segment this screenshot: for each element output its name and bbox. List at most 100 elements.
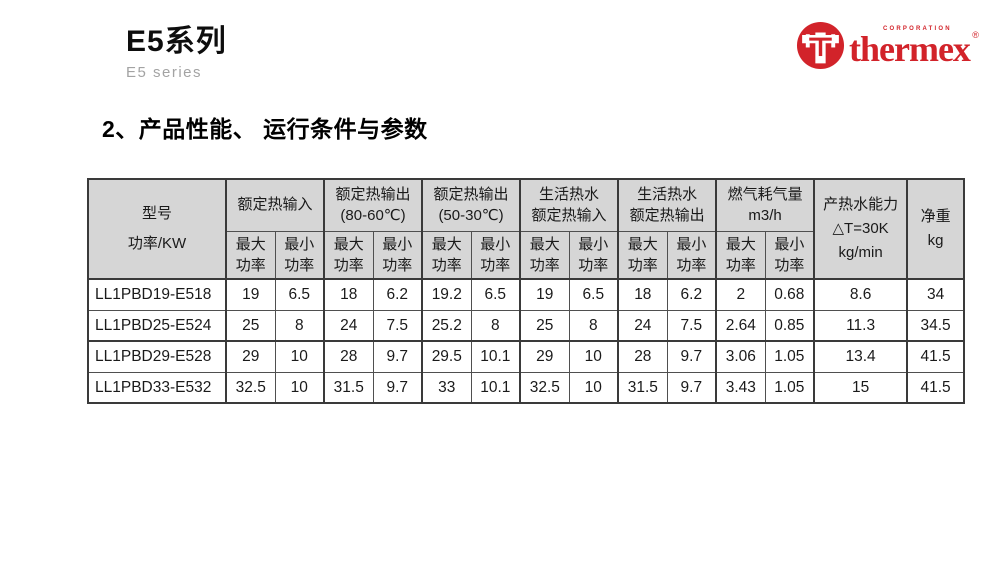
value-cell: 25 xyxy=(519,309,570,342)
model-cell: LL1PBD29-E528 xyxy=(87,340,227,373)
logo-brand-label: thermex xyxy=(849,29,971,70)
value-cell: 29.5 xyxy=(421,340,472,373)
value-cell: 3.06 xyxy=(715,340,766,373)
sub-header-min-power: 最小 功率 xyxy=(764,230,815,280)
value-cell: 31.5 xyxy=(617,371,668,404)
sub-header-max-power: 最大 功率 xyxy=(519,230,570,280)
value-cell: 33 xyxy=(421,371,472,404)
value-cell: 10 xyxy=(568,371,619,404)
table-row: LL1PBD29-E528 29 10 28 9.7 29.5 10.1 29 10 28 9.7 3… xyxy=(87,340,965,373)
value-cell: 1.05 xyxy=(764,340,815,373)
sub-header-max-power: 最大 功率 xyxy=(323,230,374,280)
value-cell: 10 xyxy=(274,371,325,404)
col-group-rated-heat-input: 额定热输入 xyxy=(224,178,325,232)
value-cell: 10 xyxy=(274,340,325,373)
logo-corporation-label: CORPORATION xyxy=(883,26,952,33)
value-cell: 8 xyxy=(568,309,619,342)
col-group-gas-consumption: 燃气耗气量 m3/h xyxy=(715,178,815,232)
model-cell: LL1PBD33-E532 xyxy=(87,371,227,404)
model-cell: LL1PBD25-E524 xyxy=(87,309,227,342)
value-cell: 6.2 xyxy=(666,278,717,311)
value-cell: 6.5 xyxy=(568,278,619,311)
table-header-sub-row: 最大 功率 最小 功率 最大 功率 最小 功率 最大 功率 最小 功率 最大 功… xyxy=(88,230,964,280)
page-subtitle: E5 series xyxy=(126,64,203,81)
table-row: LL1PBD19-E518 19 6.5 18 6.2 19.2 6.5 19 6.5 18 6.2… xyxy=(87,278,965,311)
sub-header-min-power: 最小 功率 xyxy=(568,230,619,280)
section-heading: 2、产品性能、 运行条件与参数 xyxy=(102,116,428,142)
value-cell: 19.2 xyxy=(421,278,472,311)
value-cell: 29 xyxy=(519,340,570,373)
value-cell: 1.05 xyxy=(764,371,815,404)
table-header-group-row: 型号 功率/KW 额定热输入 额定热输出 (80-60℃) 额定热输出 (50-… xyxy=(87,178,965,280)
sub-header-max-power: 最大 功率 xyxy=(421,230,472,280)
value-cell: 10.1 xyxy=(470,340,521,373)
value-cell: 28 xyxy=(323,340,374,373)
sub-header-max-power: 最大 功率 xyxy=(225,230,276,280)
value-cell: 18 xyxy=(617,278,668,311)
value-cell: 10.1 xyxy=(470,371,521,404)
logo-text: CORPORATION thermex ® xyxy=(849,24,979,70)
thermex-logo: CORPORATION thermex ® xyxy=(796,21,979,70)
value-cell: 6.5 xyxy=(274,278,325,311)
value-cell: 29 xyxy=(225,340,276,373)
value-cell: 19 xyxy=(225,278,276,311)
value-cell: 2.64 xyxy=(715,309,766,342)
value-cell: 41.5 xyxy=(906,340,965,373)
col-header-hot-water-capacity: 产热水能力 △T=30K kg/min xyxy=(813,178,908,280)
col-group-dhw-rated-heat-output: 生活热水 额定热输出 xyxy=(617,178,717,232)
thermex-emblem-icon xyxy=(796,21,845,70)
value-cell: 32.5 xyxy=(519,371,570,404)
value-cell: 32.5 xyxy=(225,371,276,404)
col-header-net-weight: 净重 kg xyxy=(906,178,965,280)
value-cell: 0.85 xyxy=(764,309,815,342)
value-cell: 11.3 xyxy=(813,309,908,342)
value-cell: 8.6 xyxy=(813,278,908,311)
col-group-rated-heat-output-50-30: 额定热输出 (50-30℃) xyxy=(421,178,521,232)
value-cell: 9.7 xyxy=(666,340,717,373)
value-cell: 8 xyxy=(274,309,325,342)
value-cell: 19 xyxy=(519,278,570,311)
value-cell: 41.5 xyxy=(906,371,965,404)
value-cell: 7.5 xyxy=(372,309,423,342)
value-cell: 0.68 xyxy=(764,278,815,311)
model-cell: LL1PBD19-E518 xyxy=(87,278,227,311)
value-cell: 6.2 xyxy=(372,278,423,311)
title-block: E5系列 E5 series xyxy=(126,24,227,81)
spec-table: 型号 功率/KW 额定热输入 额定热输出 (80-60℃) 额定热输出 (50-… xyxy=(87,178,966,404)
value-cell: 24 xyxy=(323,309,374,342)
value-cell: 31.5 xyxy=(323,371,374,404)
col-group-rated-heat-output-80-60: 额定热输出 (80-60℃) xyxy=(323,178,423,232)
col-header-model: 型号 功率/KW xyxy=(87,178,227,280)
value-cell: 6.5 xyxy=(470,278,521,311)
value-cell: 3.43 xyxy=(715,371,766,404)
sub-header-min-power: 最小 功率 xyxy=(470,230,521,280)
value-cell: 34 xyxy=(906,278,965,311)
value-cell: 25 xyxy=(225,309,276,342)
value-cell: 28 xyxy=(617,340,668,373)
value-cell: 10 xyxy=(568,340,619,373)
page-title: E5系列 xyxy=(126,25,227,58)
value-cell: 25.2 xyxy=(421,309,472,342)
value-cell: 24 xyxy=(617,309,668,342)
table-row: LL1PBD25-E524 25 8 24 7.5 25.2 8 25 8 24 7.5 2.64 0.… xyxy=(87,309,965,342)
sub-header-min-power: 最小 功率 xyxy=(274,230,325,280)
col-group-dhw-rated-heat-input: 生活热水 额定热输入 xyxy=(519,178,619,232)
value-cell: 13.4 xyxy=(813,340,908,373)
sub-header-max-power: 最大 功率 xyxy=(715,230,766,280)
value-cell: 15 xyxy=(813,371,908,404)
table-header: 型号 功率/KW 额定热输入 额定热输出 (80-60℃) 额定热输出 (50-… xyxy=(87,178,965,280)
sub-header-min-power: 最小 功率 xyxy=(666,230,717,280)
value-cell: 34.5 xyxy=(906,309,965,342)
sub-header-max-power: 最大 功率 xyxy=(617,230,668,280)
value-cell: 9.7 xyxy=(372,371,423,404)
sub-header-min-power: 最小 功率 xyxy=(372,230,423,280)
value-cell: 7.5 xyxy=(666,309,717,342)
registered-trademark-icon: ® xyxy=(972,30,979,41)
value-cell: 18 xyxy=(323,278,374,311)
value-cell: 8 xyxy=(470,309,521,342)
value-cell: 9.7 xyxy=(666,371,717,404)
value-cell: 2 xyxy=(715,278,766,311)
table-body: LL1PBD19-E518 19 6.5 18 6.2 19.2 6.5 19 6.5 18 6.2… xyxy=(87,278,965,404)
value-cell: 9.7 xyxy=(372,340,423,373)
table-row: LL1PBD33-E532 32.5 10 31.5 9.7 33 10.1 32.5 10 31… xyxy=(87,371,965,404)
